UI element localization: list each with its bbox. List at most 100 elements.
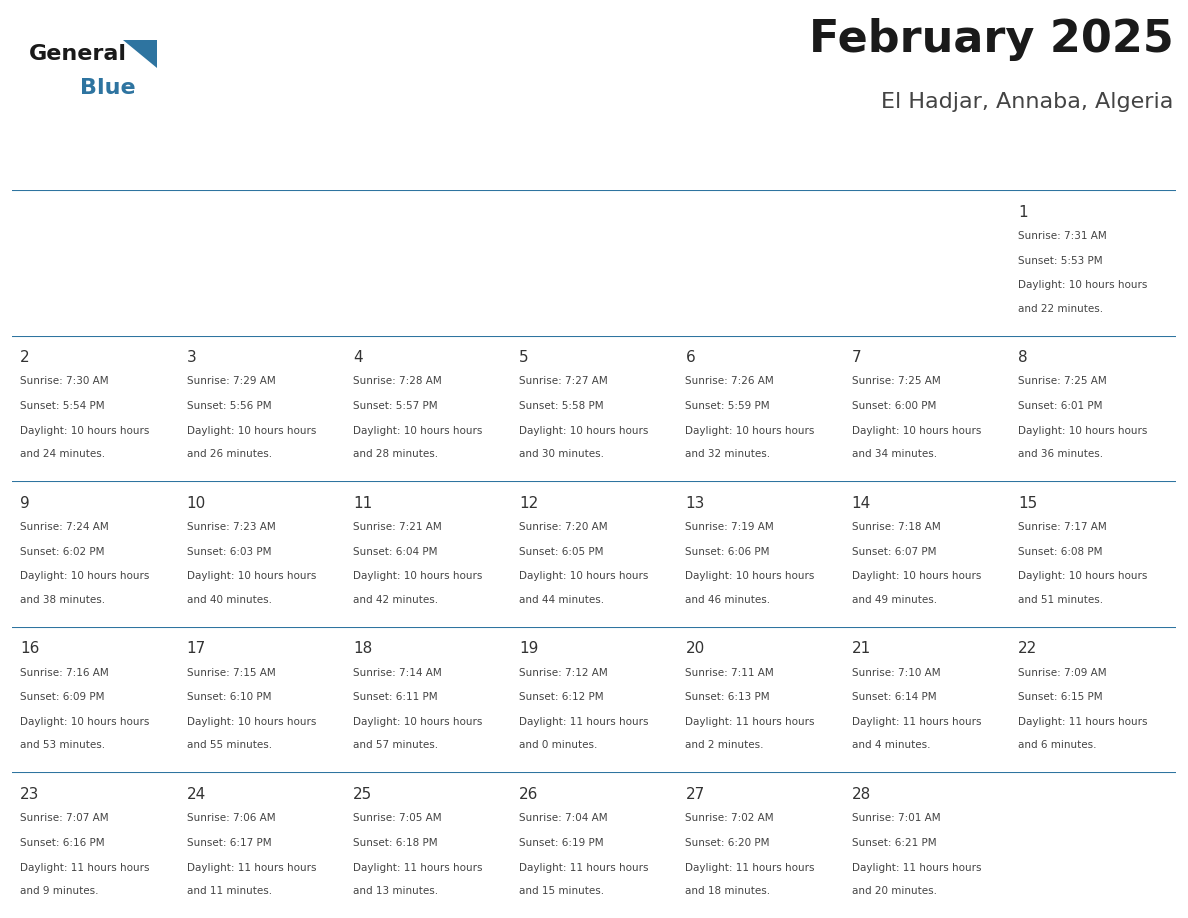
Text: 14: 14 bbox=[852, 496, 871, 510]
Text: Daylight: 11 hours hours: Daylight: 11 hours hours bbox=[852, 717, 981, 727]
Text: Daylight: 11 hours hours: Daylight: 11 hours hours bbox=[852, 863, 981, 873]
Text: Sunday: Sunday bbox=[25, 159, 94, 177]
Text: Sunrise: 7:15 AM: Sunrise: 7:15 AM bbox=[187, 667, 276, 677]
Text: Daylight: 11 hours hours: Daylight: 11 hours hours bbox=[685, 717, 815, 727]
Text: Sunset: 6:06 PM: Sunset: 6:06 PM bbox=[685, 547, 770, 556]
Text: and 0 minutes.: and 0 minutes. bbox=[519, 741, 598, 750]
Text: 4: 4 bbox=[353, 350, 362, 365]
Text: 7: 7 bbox=[852, 350, 861, 365]
Text: Daylight: 10 hours hours: Daylight: 10 hours hours bbox=[20, 572, 150, 581]
Text: Daylight: 10 hours hours: Daylight: 10 hours hours bbox=[685, 572, 815, 581]
Text: Sunset: 6:08 PM: Sunset: 6:08 PM bbox=[1018, 547, 1102, 556]
Text: 21: 21 bbox=[852, 642, 871, 656]
Text: Sunset: 6:18 PM: Sunset: 6:18 PM bbox=[353, 838, 437, 848]
Text: General: General bbox=[29, 44, 127, 64]
Text: Daylight: 10 hours hours: Daylight: 10 hours hours bbox=[852, 426, 981, 436]
Text: Daylight: 11 hours hours: Daylight: 11 hours hours bbox=[353, 863, 482, 873]
Text: Sunset: 6:16 PM: Sunset: 6:16 PM bbox=[20, 838, 105, 848]
Text: Sunrise: 7:31 AM: Sunrise: 7:31 AM bbox=[1018, 230, 1107, 241]
Text: Sunset: 6:09 PM: Sunset: 6:09 PM bbox=[20, 692, 105, 702]
Text: 22: 22 bbox=[1018, 642, 1037, 656]
Text: 19: 19 bbox=[519, 642, 538, 656]
Text: and 11 minutes.: and 11 minutes. bbox=[187, 886, 272, 896]
Text: Saturday: Saturday bbox=[1023, 159, 1107, 177]
Text: Daylight: 10 hours hours: Daylight: 10 hours hours bbox=[353, 717, 482, 727]
Text: Daylight: 10 hours hours: Daylight: 10 hours hours bbox=[20, 426, 150, 436]
Text: and 40 minutes.: and 40 minutes. bbox=[187, 595, 272, 605]
Text: Daylight: 10 hours hours: Daylight: 10 hours hours bbox=[1018, 426, 1148, 436]
Text: and 30 minutes.: and 30 minutes. bbox=[519, 449, 605, 459]
Text: and 22 minutes.: and 22 minutes. bbox=[1018, 304, 1104, 314]
Text: Sunset: 6:21 PM: Sunset: 6:21 PM bbox=[852, 838, 936, 848]
Text: Sunset: 6:20 PM: Sunset: 6:20 PM bbox=[685, 838, 770, 848]
Text: Sunset: 6:17 PM: Sunset: 6:17 PM bbox=[187, 838, 271, 848]
Text: Daylight: 11 hours hours: Daylight: 11 hours hours bbox=[519, 863, 649, 873]
Text: 1: 1 bbox=[1018, 205, 1028, 219]
Text: Wednesday: Wednesday bbox=[524, 159, 632, 177]
Text: and 49 minutes.: and 49 minutes. bbox=[852, 595, 937, 605]
Text: and 44 minutes.: and 44 minutes. bbox=[519, 595, 605, 605]
Text: Sunrise: 7:25 AM: Sunrise: 7:25 AM bbox=[1018, 376, 1107, 386]
Text: Sunrise: 7:19 AM: Sunrise: 7:19 AM bbox=[685, 522, 775, 532]
Text: 12: 12 bbox=[519, 496, 538, 510]
Text: 10: 10 bbox=[187, 496, 206, 510]
Text: Monday: Monday bbox=[191, 159, 265, 177]
Text: Sunset: 6:03 PM: Sunset: 6:03 PM bbox=[187, 547, 271, 556]
Text: and 57 minutes.: and 57 minutes. bbox=[353, 741, 438, 750]
Text: Blue: Blue bbox=[81, 78, 135, 98]
Text: and 6 minutes.: and 6 minutes. bbox=[1018, 741, 1097, 750]
Text: and 28 minutes.: and 28 minutes. bbox=[353, 449, 438, 459]
Text: 28: 28 bbox=[852, 787, 871, 802]
Text: Daylight: 10 hours hours: Daylight: 10 hours hours bbox=[353, 572, 482, 581]
Text: Daylight: 10 hours hours: Daylight: 10 hours hours bbox=[187, 426, 316, 436]
Text: Sunset: 6:05 PM: Sunset: 6:05 PM bbox=[519, 547, 604, 556]
Text: Daylight: 10 hours hours: Daylight: 10 hours hours bbox=[20, 717, 150, 727]
Text: and 32 minutes.: and 32 minutes. bbox=[685, 449, 771, 459]
Text: Sunrise: 7:14 AM: Sunrise: 7:14 AM bbox=[353, 667, 442, 677]
Text: 25: 25 bbox=[353, 787, 372, 802]
Text: El Hadjar, Annaba, Algeria: El Hadjar, Annaba, Algeria bbox=[880, 93, 1174, 112]
Polygon shape bbox=[124, 39, 157, 68]
Text: 3: 3 bbox=[187, 350, 196, 365]
Text: Sunset: 6:07 PM: Sunset: 6:07 PM bbox=[852, 547, 936, 556]
Text: Daylight: 10 hours hours: Daylight: 10 hours hours bbox=[1018, 280, 1148, 290]
Text: and 36 minutes.: and 36 minutes. bbox=[1018, 449, 1104, 459]
Text: Sunset: 6:00 PM: Sunset: 6:00 PM bbox=[852, 401, 936, 411]
Text: Daylight: 10 hours hours: Daylight: 10 hours hours bbox=[187, 572, 316, 581]
Text: and 9 minutes.: and 9 minutes. bbox=[20, 886, 99, 896]
Text: Friday: Friday bbox=[857, 159, 915, 177]
Text: and 18 minutes.: and 18 minutes. bbox=[685, 886, 771, 896]
Text: Sunrise: 7:29 AM: Sunrise: 7:29 AM bbox=[187, 376, 276, 386]
Text: 13: 13 bbox=[685, 496, 704, 510]
Text: Sunset: 6:15 PM: Sunset: 6:15 PM bbox=[1018, 692, 1102, 702]
Text: and 42 minutes.: and 42 minutes. bbox=[353, 595, 438, 605]
Text: Sunrise: 7:17 AM: Sunrise: 7:17 AM bbox=[1018, 522, 1107, 532]
Text: Sunrise: 7:12 AM: Sunrise: 7:12 AM bbox=[519, 667, 608, 677]
Text: and 38 minutes.: and 38 minutes. bbox=[20, 595, 106, 605]
Text: and 34 minutes.: and 34 minutes. bbox=[852, 449, 937, 459]
Text: and 4 minutes.: and 4 minutes. bbox=[852, 741, 930, 750]
Text: Sunrise: 7:25 AM: Sunrise: 7:25 AM bbox=[852, 376, 941, 386]
Text: 11: 11 bbox=[353, 496, 372, 510]
Text: and 24 minutes.: and 24 minutes. bbox=[20, 449, 106, 459]
Text: Sunset: 5:56 PM: Sunset: 5:56 PM bbox=[187, 401, 271, 411]
Text: and 51 minutes.: and 51 minutes. bbox=[1018, 595, 1104, 605]
Text: Daylight: 11 hours hours: Daylight: 11 hours hours bbox=[519, 717, 649, 727]
Text: Sunrise: 7:20 AM: Sunrise: 7:20 AM bbox=[519, 522, 608, 532]
Text: Sunset: 5:54 PM: Sunset: 5:54 PM bbox=[20, 401, 105, 411]
Text: Daylight: 10 hours hours: Daylight: 10 hours hours bbox=[852, 572, 981, 581]
Text: Sunrise: 7:21 AM: Sunrise: 7:21 AM bbox=[353, 522, 442, 532]
Text: 26: 26 bbox=[519, 787, 538, 802]
Text: Daylight: 10 hours hours: Daylight: 10 hours hours bbox=[353, 426, 482, 436]
Text: 16: 16 bbox=[20, 642, 39, 656]
Text: Sunrise: 7:09 AM: Sunrise: 7:09 AM bbox=[1018, 667, 1107, 677]
Text: Sunrise: 7:10 AM: Sunrise: 7:10 AM bbox=[852, 667, 941, 677]
Text: Sunrise: 7:27 AM: Sunrise: 7:27 AM bbox=[519, 376, 608, 386]
Text: 20: 20 bbox=[685, 642, 704, 656]
Text: Sunset: 6:13 PM: Sunset: 6:13 PM bbox=[685, 692, 770, 702]
Text: 15: 15 bbox=[1018, 496, 1037, 510]
Text: and 2 minutes.: and 2 minutes. bbox=[685, 741, 764, 750]
Text: and 53 minutes.: and 53 minutes. bbox=[20, 741, 106, 750]
Text: Sunrise: 7:26 AM: Sunrise: 7:26 AM bbox=[685, 376, 775, 386]
Text: 27: 27 bbox=[685, 787, 704, 802]
